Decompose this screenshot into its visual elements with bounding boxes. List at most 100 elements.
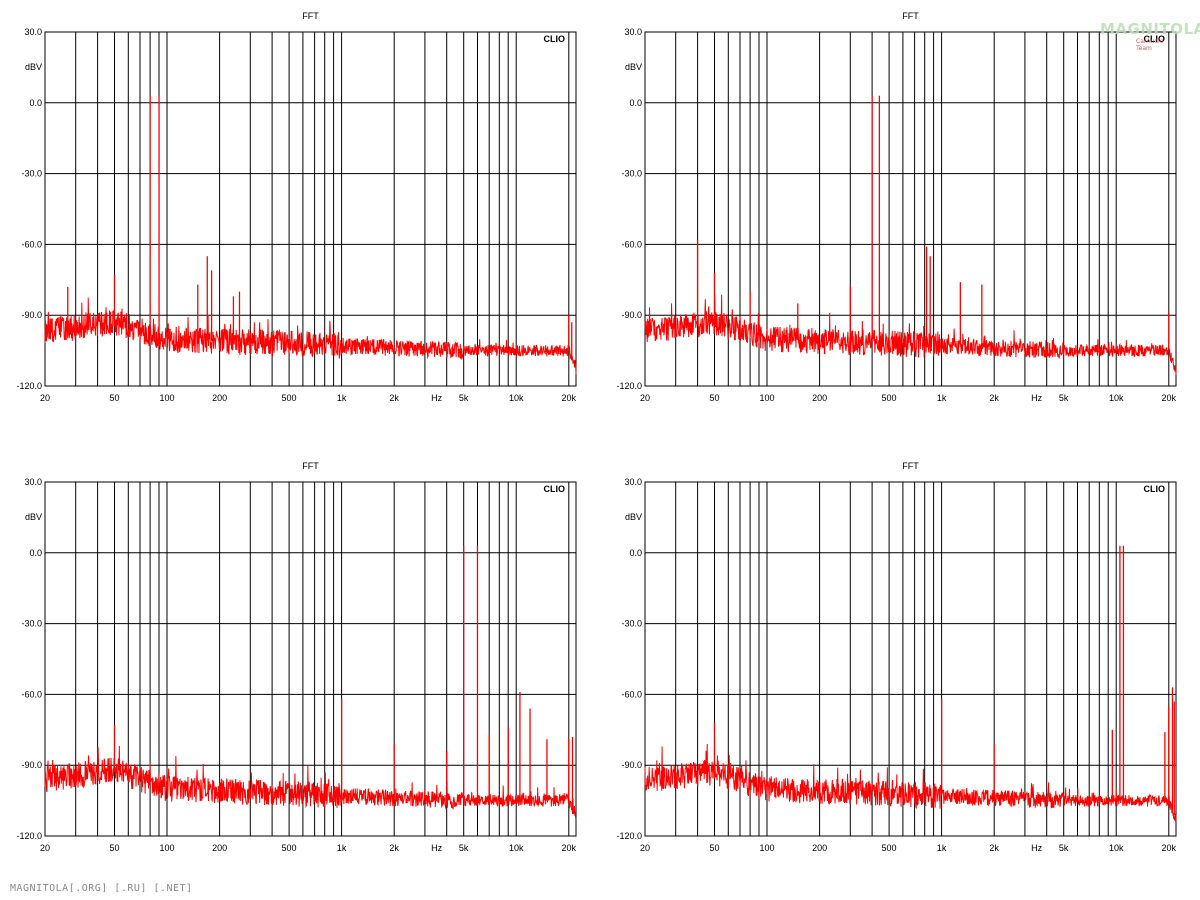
x-tick-label: 5k bbox=[1059, 843, 1069, 853]
x-tick-label: 1k bbox=[337, 393, 347, 403]
y-axis-label: dBV bbox=[625, 62, 642, 72]
x-tick-label: 100 bbox=[760, 843, 775, 853]
x-tick-label: 10k bbox=[1109, 393, 1124, 403]
x-tick-label: 20 bbox=[640, 843, 650, 853]
x-tick-label: 500 bbox=[282, 843, 297, 853]
fft-trace bbox=[644, 744, 1177, 823]
chart-title: FFT bbox=[302, 11, 319, 21]
x-tick-label: 10k bbox=[509, 843, 524, 853]
chart-title: FFT bbox=[902, 11, 919, 21]
plot-area bbox=[45, 32, 576, 386]
plot-frame bbox=[44, 481, 577, 837]
y-tick-label: -30.0 bbox=[621, 619, 642, 629]
x-tick-label: 2k bbox=[989, 393, 999, 403]
y-tick-label: -60.0 bbox=[21, 689, 42, 699]
y-axis-label: dBV bbox=[25, 512, 42, 522]
x-tick-label: 20k bbox=[562, 843, 577, 853]
clio-brand-label: CLIO bbox=[1144, 34, 1166, 44]
x-tick-label: 20k bbox=[1162, 843, 1177, 853]
x-tick-label: 100 bbox=[160, 393, 175, 403]
x-tick-label: 200 bbox=[212, 393, 227, 403]
x-tick-label: 100 bbox=[160, 843, 175, 853]
fft-chart-3: 30.0 0.0 -30.0 -60.0 -90.0 -120.0 20 50 100 200 50… bbox=[16, 461, 576, 853]
y-tick-label: -90.0 bbox=[21, 760, 42, 770]
y-tick-label: -120.0 bbox=[616, 831, 642, 841]
x-axis-label: Hz bbox=[1031, 843, 1042, 853]
x-tick-label: 5k bbox=[459, 393, 469, 403]
y-tick-label: -90.0 bbox=[621, 760, 642, 770]
x-tick-label: 200 bbox=[812, 843, 827, 853]
y-tick-label: 0.0 bbox=[629, 548, 642, 558]
x-tick-label: 200 bbox=[812, 393, 827, 403]
x-tick-label: 20 bbox=[40, 393, 50, 403]
chart-title: FFT bbox=[302, 461, 319, 471]
clio-brand-label: CLIO bbox=[544, 484, 566, 494]
chart-title: FFT bbox=[902, 461, 919, 471]
fft-trace bbox=[44, 297, 577, 375]
brand-watermark: MAGNITOLA CarAudio Team bbox=[1100, 20, 1200, 52]
y-tick-label: -60.0 bbox=[621, 689, 642, 699]
y-tick-label: -90.0 bbox=[621, 310, 642, 320]
x-tick-label: 50 bbox=[109, 393, 119, 403]
x-tick-label: 20 bbox=[640, 393, 650, 403]
y-axis-label: dBV bbox=[25, 62, 42, 72]
x-tick-label: 50 bbox=[709, 393, 719, 403]
y-tick-label: -60.0 bbox=[21, 239, 42, 249]
x-tick-label: 200 bbox=[212, 843, 227, 853]
x-tick-label: 10k bbox=[509, 393, 524, 403]
x-axis-label: Hz bbox=[1031, 393, 1042, 403]
y-tick-label: 0.0 bbox=[29, 98, 42, 108]
plot-frame bbox=[644, 481, 1177, 837]
y-tick-label: 30.0 bbox=[24, 27, 42, 37]
x-tick-label: 5k bbox=[1059, 393, 1069, 403]
y-tick-label: -30.0 bbox=[21, 169, 42, 179]
x-tick-label: 1k bbox=[937, 843, 947, 853]
fft-trace bbox=[644, 294, 1177, 375]
x-tick-label: 20k bbox=[562, 393, 577, 403]
x-tick-label: 50 bbox=[709, 843, 719, 853]
y-tick-label: -120.0 bbox=[16, 831, 42, 841]
plot-area bbox=[45, 482, 576, 836]
x-axis-label: Hz bbox=[431, 843, 442, 853]
fft-chart-1: 30.0 0.0 -30.0 -60.0 -90.0 -120.0 20 50 100 200 50… bbox=[16, 11, 576, 403]
x-axis-label: Hz bbox=[431, 393, 442, 403]
fft-trace bbox=[44, 745, 577, 820]
x-tick-label: 500 bbox=[882, 393, 897, 403]
clio-brand-label: CLIO bbox=[1144, 484, 1166, 494]
footer-caption: MAGNITOLA[.ORG] [.RU] [.NET] bbox=[10, 883, 193, 894]
x-tick-label: 100 bbox=[760, 393, 775, 403]
x-tick-label: 5k bbox=[459, 843, 469, 853]
y-tick-label: -120.0 bbox=[16, 381, 42, 391]
x-tick-label: 2k bbox=[389, 843, 399, 853]
x-tick-label: 20k bbox=[1162, 393, 1177, 403]
y-tick-label: 30.0 bbox=[624, 477, 642, 487]
y-tick-label: -30.0 bbox=[21, 619, 42, 629]
y-tick-label: 0.0 bbox=[29, 548, 42, 558]
y-axis-label: dBV bbox=[625, 512, 642, 522]
plot-frame bbox=[44, 31, 577, 387]
plot-area bbox=[645, 482, 1176, 836]
x-tick-label: 1k bbox=[937, 393, 947, 403]
plot-frame bbox=[644, 31, 1177, 387]
y-tick-label: -120.0 bbox=[616, 381, 642, 391]
fft-chart-2: 30.0 0.0 -30.0 -60.0 -90.0 -120.0 20 50 100 200 50… bbox=[616, 11, 1176, 403]
x-tick-label: 20 bbox=[40, 843, 50, 853]
x-tick-label: 500 bbox=[282, 393, 297, 403]
y-tick-label: 0.0 bbox=[629, 98, 642, 108]
x-tick-label: 1k bbox=[337, 843, 347, 853]
y-tick-label: -30.0 bbox=[621, 169, 642, 179]
y-tick-label: 30.0 bbox=[24, 477, 42, 487]
y-tick-label: -60.0 bbox=[621, 239, 642, 249]
y-tick-label: -90.0 bbox=[21, 310, 42, 320]
clio-brand-label: CLIO bbox=[544, 34, 566, 44]
x-tick-label: 2k bbox=[389, 393, 399, 403]
x-tick-label: 500 bbox=[882, 843, 897, 853]
x-tick-label: 50 bbox=[109, 843, 119, 853]
watermark-text: MAGNITOLA bbox=[1100, 20, 1200, 38]
y-tick-label: 30.0 bbox=[624, 27, 642, 37]
x-tick-label: 10k bbox=[1109, 843, 1124, 853]
fft-chart-4: 30.0 0.0 -30.0 -60.0 -90.0 -120.0 20 50 100 200 50… bbox=[616, 461, 1176, 853]
x-tick-label: 2k bbox=[989, 843, 999, 853]
watermark-subtext: CarAudio Team bbox=[1136, 38, 1164, 52]
